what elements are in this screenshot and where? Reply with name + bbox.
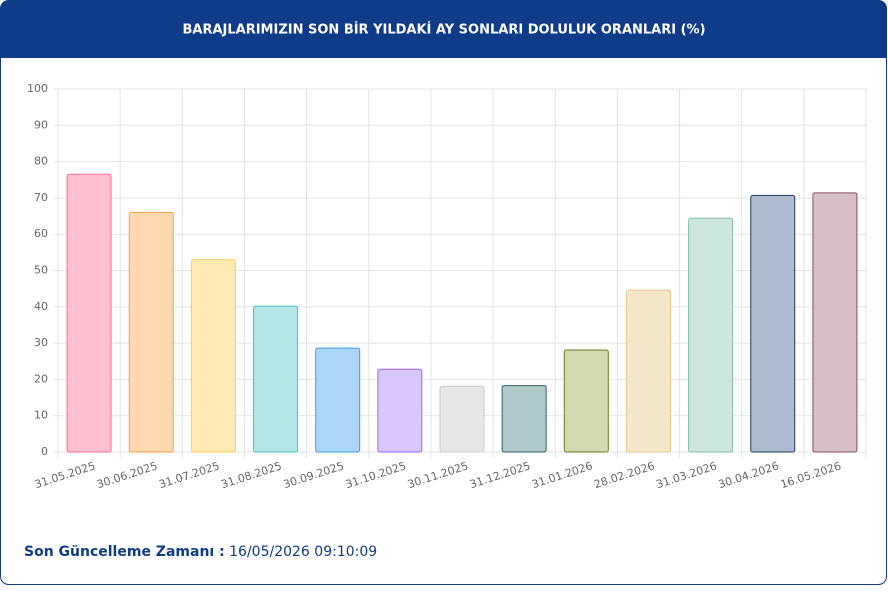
y-tick-label: 50 [34,264,48,277]
y-tick-label: 10 [34,409,48,422]
bar [750,194,796,453]
y-tick-label: 100 [27,82,48,95]
y-tick-label: 0 [41,445,48,458]
bar [315,347,361,453]
bar [66,173,112,453]
y-tick-label: 80 [34,155,48,168]
y-tick-label: 20 [34,372,48,385]
chart-title: BARAJLARIMIZIN SON BİR YILDAKİ AY SONLAR… [182,22,705,38]
bar [625,289,671,453]
bar [128,211,174,453]
y-tick-label: 60 [34,227,48,240]
bar [688,217,734,453]
y-tick-label: 90 [34,118,48,131]
y-tick-label: 70 [34,191,48,204]
footer-label: Son Güncelleme Zamanı : [24,544,225,560]
bar [377,368,423,453]
bar [253,305,299,453]
bar [563,349,609,453]
bar [812,192,858,453]
footer: Son Güncelleme Zamanı : 16/05/2026 09:10… [24,544,377,560]
bar [190,259,236,453]
y-tick-label: 30 [34,336,48,349]
y-tick-label: 40 [34,300,48,313]
plot: 010203040506070809010031.05.202530.06.20… [27,82,867,491]
bar [501,385,547,453]
card-header [0,0,887,58]
bar [439,385,485,453]
footer-value: 16/05/2026 09:10:09 [229,544,377,560]
